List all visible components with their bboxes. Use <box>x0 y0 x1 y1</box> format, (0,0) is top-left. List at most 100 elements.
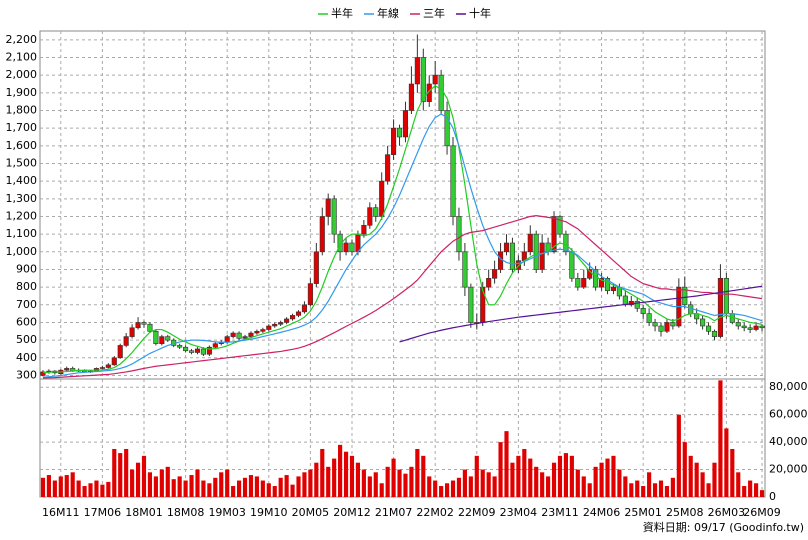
volume-bar <box>272 486 277 497</box>
candle-body <box>711 331 718 337</box>
candle-body <box>206 346 212 355</box>
x-tick-label: 20M05 <box>292 506 330 519</box>
volume-bar <box>664 486 670 497</box>
volume-bar <box>278 477 283 497</box>
volume-bar <box>326 466 331 497</box>
candle-body <box>396 127 403 138</box>
volume-bar <box>593 466 598 497</box>
candle-body <box>361 225 367 235</box>
candle-body <box>307 283 313 306</box>
volume-bar <box>52 480 57 497</box>
legend-label: 十年 <box>469 6 491 20</box>
volume-bar <box>207 483 212 497</box>
volume-bar <box>290 484 295 497</box>
ma-line <box>42 214 763 379</box>
candle-body <box>753 325 759 330</box>
candle-body <box>331 198 337 235</box>
x-tick-label: 19M03 <box>208 506 246 519</box>
volume-bar <box>338 444 343 497</box>
y-tick-label: 1,000 <box>6 245 38 258</box>
candle-body <box>456 216 462 253</box>
volume-bar <box>700 472 705 497</box>
volume-bar <box>236 480 242 497</box>
volume-bar <box>450 480 456 497</box>
candle-body <box>64 368 70 371</box>
volume-bar <box>100 484 105 497</box>
volume-bar <box>201 480 206 497</box>
ma-line <box>42 113 763 378</box>
candle-body <box>183 346 189 352</box>
candle-body <box>723 278 729 314</box>
candle-body <box>432 74 438 85</box>
volume-bar <box>682 442 687 497</box>
volume-bar <box>46 475 51 497</box>
volume-bar <box>456 477 462 497</box>
volume-bar <box>534 466 539 497</box>
candle-body <box>278 322 284 325</box>
volume-bar <box>433 480 438 497</box>
candle-body <box>177 345 183 348</box>
volume-bar <box>183 480 188 497</box>
candle-body <box>248 332 254 337</box>
volume-bar <box>546 476 551 497</box>
y-tick-label: 1,800 <box>6 103 38 116</box>
candle-body <box>224 336 230 343</box>
candle-body <box>284 318 290 323</box>
candle-body <box>408 83 414 111</box>
candle-body <box>539 242 545 270</box>
volume-bar <box>254 476 259 497</box>
legend-label: 半年 <box>331 6 353 20</box>
volume-bar <box>225 469 230 497</box>
volume-bar <box>130 469 135 497</box>
y-tick-label: 900 <box>16 262 37 275</box>
volume-bar <box>641 486 646 497</box>
volume-bar <box>540 472 545 497</box>
candle-body <box>200 348 206 355</box>
volume-bar <box>421 455 426 497</box>
candle-body <box>533 233 539 270</box>
volume-bar <box>403 473 408 497</box>
candle-body <box>260 329 266 332</box>
x-tick-label: 20M12 <box>333 506 371 519</box>
candle-body <box>503 242 510 253</box>
candle-body <box>40 371 46 376</box>
volume-bar <box>308 469 313 497</box>
y2-tick-label: 20,000 <box>769 463 808 476</box>
volume-bar <box>112 448 117 497</box>
candle-body <box>236 332 242 339</box>
x-tick-label: 18M01 <box>125 506 163 519</box>
candle-body <box>492 269 498 279</box>
candle-body <box>141 322 147 325</box>
candle-body <box>646 313 652 323</box>
x-tick-label: 25M08 <box>666 506 704 519</box>
candle-body <box>420 57 426 102</box>
candle-body <box>242 336 248 339</box>
candle-body <box>515 260 521 270</box>
candle-body <box>147 323 153 332</box>
candle-body <box>165 336 171 341</box>
x-tick-label: 23M04 <box>500 506 538 519</box>
candle-body <box>670 322 676 327</box>
candle-body <box>705 325 712 332</box>
volume-bar <box>498 442 503 497</box>
candle-body <box>444 110 450 147</box>
volume-bar <box>587 483 592 497</box>
volume-bar <box>64 475 69 497</box>
candle-body <box>367 207 373 226</box>
volume-bar <box>605 458 610 497</box>
x-tick-label: 24M06 <box>583 506 621 519</box>
volume-bar <box>480 469 485 497</box>
volume-bar <box>195 469 200 497</box>
volume-bar <box>361 469 366 497</box>
candle-body <box>664 322 670 332</box>
candle-body <box>563 233 569 253</box>
candle-body <box>634 300 640 309</box>
volume-bar <box>629 483 634 497</box>
volume-bar <box>159 469 164 497</box>
volume-bar <box>58 476 63 497</box>
volume-bar <box>742 486 747 497</box>
y-tick-label: 1,900 <box>6 86 38 99</box>
candle-body <box>759 325 765 329</box>
candle-body <box>105 364 111 368</box>
